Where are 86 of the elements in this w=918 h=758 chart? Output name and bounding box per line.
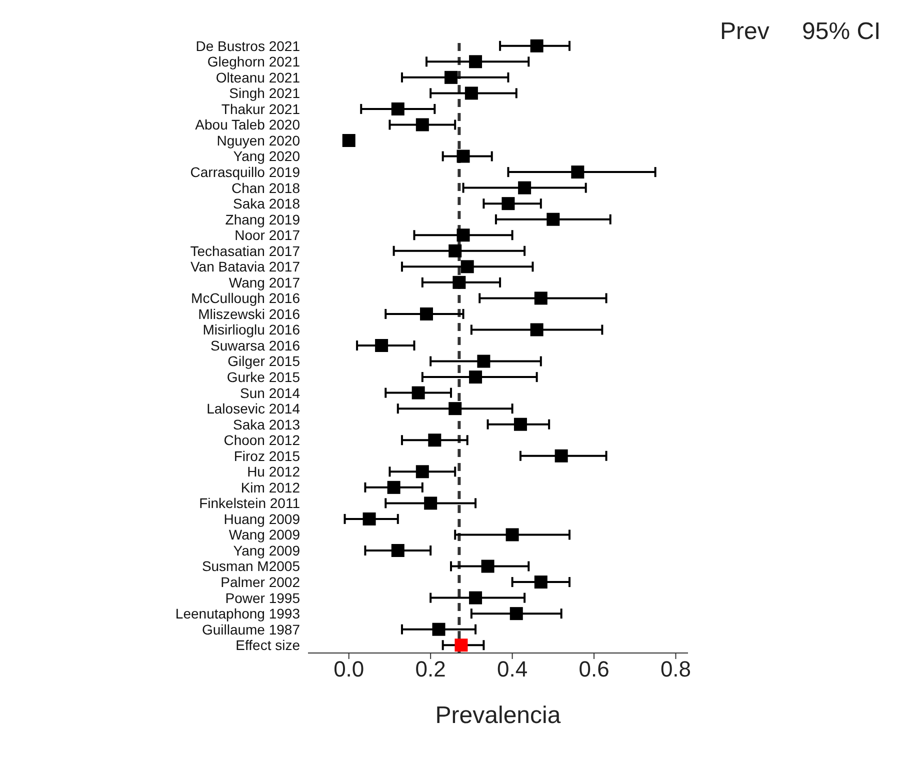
y-tick-label: Misirlioglu 2016 xyxy=(202,322,300,338)
y-tick-label: Susman M2005 xyxy=(202,558,300,574)
y-tick-label: Van Batavia 2017 xyxy=(190,258,300,275)
y-tick-label: Singh 2021 xyxy=(229,85,300,102)
point xyxy=(510,607,523,620)
point xyxy=(452,276,466,289)
text: 95% CI xyxy=(802,18,881,46)
y-tick-label: Wang 2017 xyxy=(228,274,300,290)
y-tick-label: Saka 2018 xyxy=(233,196,300,212)
y-tick-label: Gleghorn 2021 xyxy=(207,54,300,70)
point xyxy=(456,228,470,242)
point xyxy=(554,449,568,462)
y-tick-label: Hu 2012 xyxy=(247,464,300,480)
point xyxy=(375,339,388,352)
point xyxy=(412,386,425,400)
point xyxy=(448,402,462,416)
y-tick-label: Choon 2012 xyxy=(224,432,300,448)
y-tick-label: Carrasquillo 2019 xyxy=(190,164,300,180)
y-tick-label: Zhang 2019 xyxy=(225,211,300,228)
point xyxy=(456,150,470,163)
point xyxy=(454,638,468,652)
y-tick-label: Wang 2009 xyxy=(228,526,300,543)
point xyxy=(481,560,494,573)
point xyxy=(387,480,400,494)
y-tick-label: Olteanu 2021 xyxy=(216,69,300,86)
y-tick-label: Guillaume 1987 xyxy=(202,621,300,638)
y-tick-label: McCullough 2016 xyxy=(191,290,300,306)
y-tick-label: Finkelstein 2011 xyxy=(199,495,300,512)
y-tick-label: Lalosevic 2014 xyxy=(206,400,300,417)
y-tick-label: De Bustros 2021 xyxy=(196,38,300,54)
y-tick-label: Effect size xyxy=(236,637,300,654)
point xyxy=(428,434,442,447)
x-axis-title: Prevalencia xyxy=(435,702,562,729)
point xyxy=(448,244,462,258)
y-tick-label: Huang 2009 xyxy=(224,510,300,527)
point xyxy=(391,544,404,557)
point xyxy=(432,622,446,636)
x-tick-label: 0.2 xyxy=(415,656,446,682)
point xyxy=(530,323,544,336)
point xyxy=(416,465,429,478)
y-tick-label: Yang 2009 xyxy=(233,542,300,558)
point xyxy=(502,197,515,210)
y-tick-label: Abou Taleb 2020 xyxy=(195,116,300,133)
x-tick-label: 0.4 xyxy=(497,656,528,682)
point xyxy=(469,370,482,384)
y-tick-label: Techasatian 2017 xyxy=(190,242,300,259)
point xyxy=(362,512,376,526)
point xyxy=(391,102,404,116)
y-tick-label: Yang 2020 xyxy=(233,148,300,164)
point xyxy=(506,528,519,542)
point xyxy=(530,39,544,52)
y-tick-label: Gilger 2015 xyxy=(228,353,300,370)
point xyxy=(420,307,433,320)
point xyxy=(469,591,482,604)
y-tick-label: Suwarsa 2016 xyxy=(210,337,300,354)
point xyxy=(546,212,560,226)
y-tick-label: Mliszewski 2016 xyxy=(198,306,300,322)
y-tick-label: Power 1995 xyxy=(225,590,300,606)
x-tick-label: 0.6 xyxy=(578,656,610,682)
y-tick-label: Kim 2012 xyxy=(240,479,300,496)
point xyxy=(534,292,548,305)
point xyxy=(460,260,474,274)
y-tick-label: Chan 2018 xyxy=(231,180,300,196)
point xyxy=(534,576,548,589)
y-tick-label: Leenutaphong 1993 xyxy=(175,606,300,622)
y-tick-label: Thakur 2021 xyxy=(221,100,300,117)
y-tick-label: Sun 2014 xyxy=(240,384,300,401)
point xyxy=(477,354,490,368)
point xyxy=(464,86,478,100)
x-tick-label: 0.8 xyxy=(660,656,692,682)
y-tick-label: Nguyen 2020 xyxy=(216,132,300,148)
y-tick-label: Gurke 2015 xyxy=(226,369,300,386)
point xyxy=(416,118,429,132)
y-tick-label: Saka 2013 xyxy=(233,416,300,432)
x-tick-label: 0.0 xyxy=(334,656,364,682)
point xyxy=(514,418,527,431)
point xyxy=(342,134,356,147)
point xyxy=(444,70,458,84)
point xyxy=(469,55,482,68)
text: Prev xyxy=(720,18,770,46)
y-tick-label: Palmer 2002 xyxy=(220,574,300,590)
point xyxy=(518,181,532,194)
point xyxy=(424,496,438,510)
y-tick-label: Firoz 2015 xyxy=(234,448,300,464)
y-tick-label: Noor 2017 xyxy=(234,227,300,244)
point xyxy=(571,166,584,179)
